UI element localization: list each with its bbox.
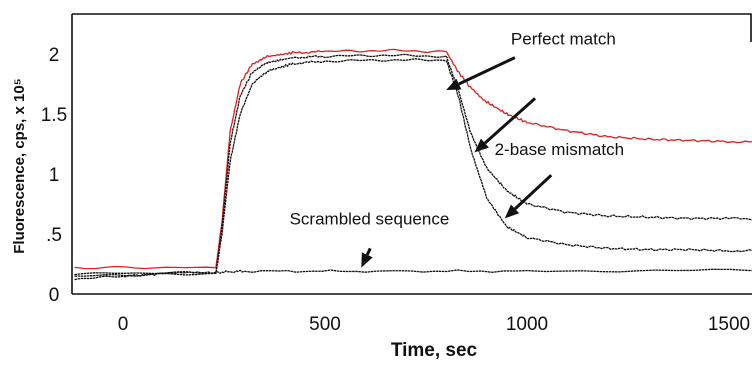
y-tick-label: 1.5 <box>41 105 67 126</box>
annotation-arrow <box>458 56 516 86</box>
x-tick-label: 1500 <box>708 314 750 335</box>
annotation-arrow <box>514 174 553 210</box>
annotation-label: Scrambled sequence <box>290 209 450 228</box>
annotation-arrowhead <box>474 138 489 153</box>
annotation-arrow <box>483 97 537 145</box>
y-axis-title: Fluorescence, cps, x 10⁵ <box>11 78 28 253</box>
x-tick-label: 500 <box>309 314 341 335</box>
annotation-labels: Perfect match 2-base mismatch Scrambled se… <box>290 29 624 228</box>
series-lines <box>74 48 752 281</box>
axis-ticks: 0 .5 1 1.5 2 0 500 1000 1500 <box>41 45 750 335</box>
y-tick-label: .5 <box>46 225 62 246</box>
annotation-arrow <box>365 247 372 256</box>
annotation-label: Perfect match <box>511 29 616 48</box>
series-line <box>74 58 752 277</box>
x-axis-title: Time, sec <box>391 340 478 361</box>
annotation-arrows <box>361 56 553 268</box>
annotation-arrowhead <box>361 252 373 268</box>
annotation-arrowhead <box>446 78 462 90</box>
series-line <box>74 268 752 281</box>
series-line <box>74 53 752 276</box>
x-tick-label: 1000 <box>506 314 548 335</box>
x-tick-label: 0 <box>118 314 129 335</box>
annotation-arrowhead <box>504 204 520 219</box>
y-tick-label: 2 <box>49 45 60 66</box>
annotation-label: 2-base mismatch <box>495 140 624 159</box>
series-line <box>74 48 752 270</box>
y-tick-label: 0 <box>49 285 60 306</box>
plot-frame <box>71 13 752 295</box>
frame-top <box>72 13 752 42</box>
y-tick-label: 1 <box>49 165 60 186</box>
